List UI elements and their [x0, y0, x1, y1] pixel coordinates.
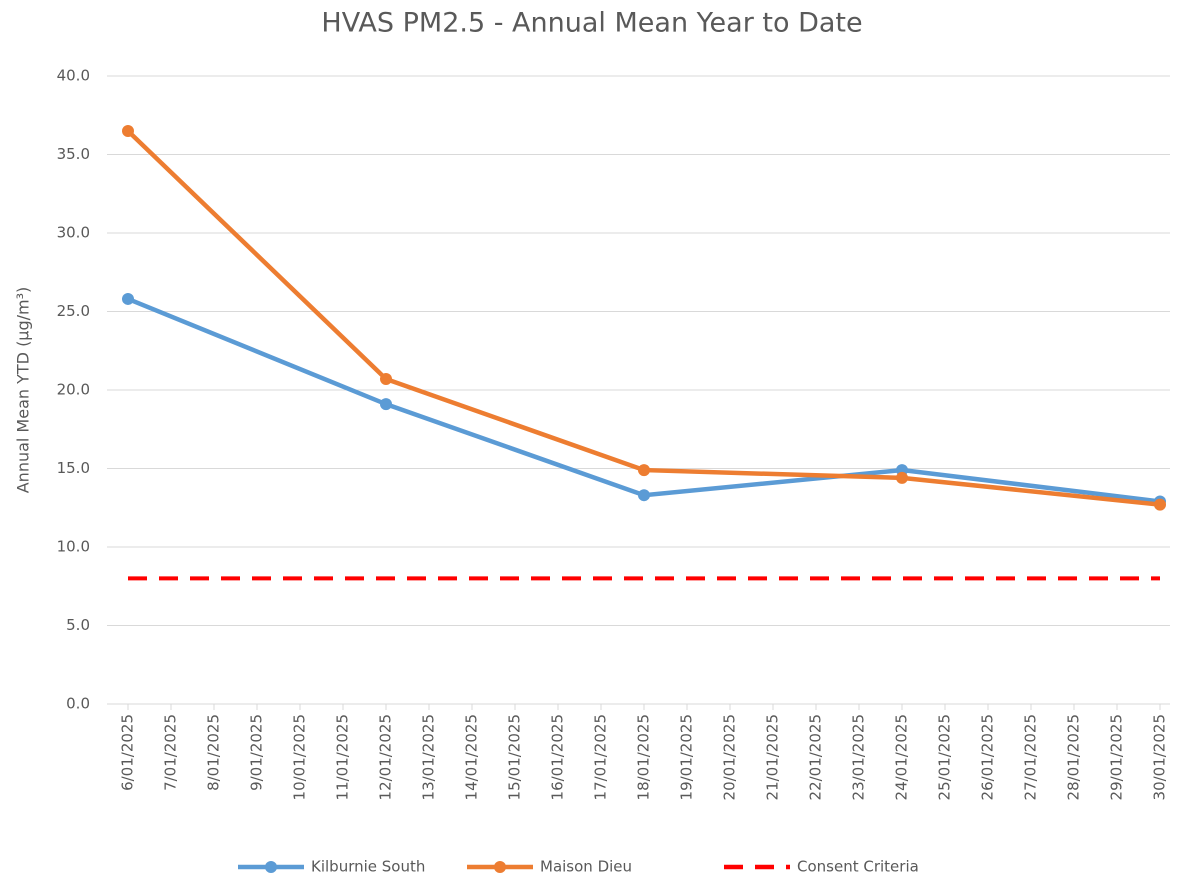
legend-marker: [494, 861, 506, 873]
x-tick-label: 20/01/2025: [721, 714, 739, 800]
x-tick-label: 24/01/2025: [893, 714, 911, 800]
y-tick-label: 30.0: [57, 224, 90, 242]
legend-label: Kilburnie South: [311, 858, 425, 876]
y-tick-label: 0.0: [66, 695, 90, 713]
point: [122, 292, 134, 305]
y-tick-label: 15.0: [57, 459, 90, 477]
x-tick-label: 8/01/2025: [205, 714, 223, 791]
x-tick-label: 13/01/2025: [420, 714, 438, 800]
x-tick-label: 6/01/2025: [119, 714, 137, 791]
x-tick-label: 12/01/2025: [377, 714, 395, 800]
x-tick-label: 17/01/2025: [592, 714, 610, 800]
x-tick-label: 11/01/2025: [334, 714, 352, 800]
x-tick-label: 25/01/2025: [936, 714, 954, 800]
point: [896, 471, 908, 484]
series-line: [126, 129, 1161, 507]
x-tick-label: 28/01/2025: [1065, 714, 1083, 800]
x-tick-label: 7/01/2025: [162, 714, 180, 791]
point: [380, 398, 392, 411]
y-tick-label: 10.0: [57, 538, 90, 556]
x-tick-label: 16/01/2025: [549, 714, 567, 800]
point: [122, 124, 134, 137]
x-tick-label: 21/01/2025: [764, 714, 782, 800]
y-tick-label: 5.0: [66, 616, 90, 634]
x-tick-label: 30/01/2025: [1151, 714, 1169, 800]
point: [638, 464, 650, 477]
y-axis-title: Annual Mean YTD (μg/m³): [14, 287, 33, 494]
x-tick-label: 9/01/2025: [248, 714, 266, 791]
x-tick-label: 18/01/2025: [635, 714, 653, 800]
legend-marker: [265, 861, 277, 873]
x-tick-label: 27/01/2025: [1022, 714, 1040, 800]
y-tick-label: 25.0: [57, 302, 90, 320]
x-tick-label: 10/01/2025: [291, 714, 309, 800]
x-tick-label: 29/01/2025: [1108, 714, 1126, 800]
point: [380, 373, 392, 386]
point: [638, 489, 650, 502]
x-tick-label: 23/01/2025: [850, 714, 868, 800]
x-tick-label: 14/01/2025: [463, 714, 481, 800]
x-tick-label: 19/01/2025: [678, 714, 696, 800]
legend-label: Consent Criteria: [797, 858, 919, 876]
legend-label: Maison Dieu: [540, 858, 632, 876]
chart-title: HVAS PM2.5 - Annual Mean Year to Date: [321, 8, 862, 39]
y-tick-label: 35.0: [57, 145, 90, 163]
x-tick-label: 22/01/2025: [807, 714, 825, 800]
x-tick-label: 15/01/2025: [506, 714, 524, 800]
y-tick-label: 20.0: [57, 381, 90, 399]
x-tick-label: 26/01/2025: [979, 714, 997, 800]
y-tick-label: 40.0: [57, 67, 90, 85]
point: [1154, 498, 1166, 511]
